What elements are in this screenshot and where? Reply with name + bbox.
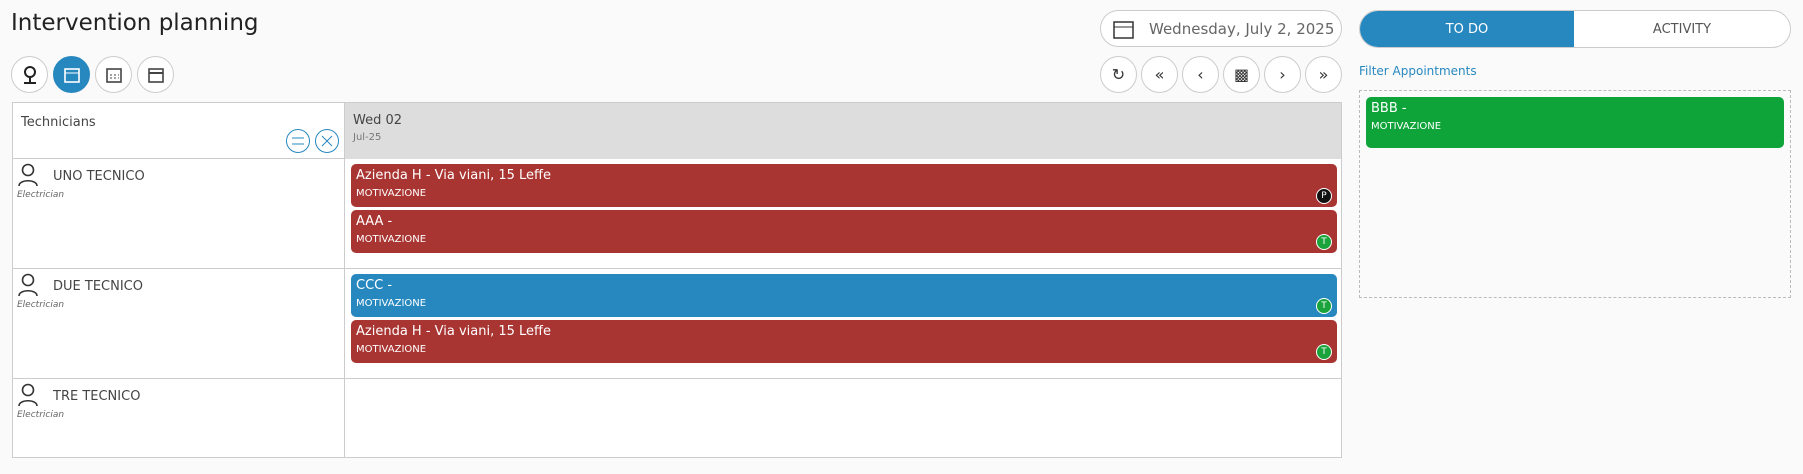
technicians-header: Technicians [13,103,345,159]
appointment-reason: MOTIVAZIONE [356,344,427,355]
tab-bar: TO DO ACTIVITY [1359,10,1791,48]
planning-grid: Technicians Wed 02 Jul-25 UNO TECNICO Elec… [12,102,1342,458]
technician-name: TRE TECNICO [53,389,141,404]
nav-button[interactable]: › [1264,56,1301,93]
todo-list: BBB - MOTIVAZIONE [1359,90,1791,298]
appointment-reason: MOTIVAZIONE [356,188,427,199]
appointment-reason: MOTIVAZIONE [356,298,427,309]
activity-tab[interactable]: ACTIVITY [1652,21,1712,37]
todo-tab[interactable]: TO DO [1360,11,1574,47]
status-badge: T [1316,234,1332,250]
nav-button[interactable]: ↻ [1100,56,1137,93]
todo-title: BBB - [1371,101,1407,116]
date-picker[interactable]: Wednesday, July 2, 2025 [1100,10,1342,47]
date-text: Wednesday, July 2, 2025 [1149,19,1335,38]
appointment-card[interactable]: CCC - MOTIVAZIONE T [351,274,1337,317]
appointment-reason: MOTIVAZIONE [356,234,427,245]
technician-cell: DUE TECNICO Electrician [13,269,345,378]
appointment-card[interactable]: Azienda H - Via viani, 15 Leffe MOTIVAZIO… [351,320,1337,363]
appointment-card[interactable]: AAA - MOTIVAZIONE T [351,210,1337,253]
person-icon [17,163,39,191]
technician-row: DUE TECNICO Electrician CCC - MOTIVAZIONE T A… [13,269,1341,379]
technician-cell: TRE TECNICO Electrician [13,379,345,457]
technician-role: Electrician [17,300,65,310]
todo-card[interactable]: BBB - MOTIVAZIONE [1366,97,1784,148]
day-label: Wed 02 [353,113,403,128]
week-view-button[interactable] [95,56,132,93]
day-view-button[interactable] [53,56,90,93]
day-header: Wed 02 Jul-25 [345,103,1341,159]
technician-name: DUE TECNICO [53,279,143,294]
technician-row: TRE TECNICO Electrician [13,379,1341,457]
filter-button[interactable] [286,129,310,153]
column-label: Technicians [21,115,96,130]
month-view-button[interactable] [137,56,174,93]
appointment-card[interactable]: Azienda H - Via viani, 15 Leffe MOTIVAZIO… [351,164,1337,207]
nav-button[interactable]: ▩ [1223,56,1260,93]
page-title: Intervention planning [11,10,259,36]
appointment-title: AAA - [356,214,393,229]
appointment-title: Azienda H - Via viani, 15 Leffe [356,324,551,339]
appointment-title: Azienda H - Via viani, 15 Leffe [356,168,551,183]
status-badge: P [1316,188,1332,204]
todo-reason: MOTIVAZIONE [1371,121,1442,132]
nav-button[interactable]: » [1305,56,1342,93]
technician-role: Electrician [17,190,65,200]
map-view-button[interactable] [11,56,48,93]
technician-cell: UNO TECNICO Electrician [13,159,345,268]
person-icon [17,273,39,301]
technician-row: UNO TECNICO Electrician Azienda H - Via vi… [13,159,1341,269]
status-badge: T [1316,344,1332,360]
filter-link[interactable]: Filter Appointments [1359,64,1477,78]
expand-button[interactable] [315,129,339,153]
appointment-title: CCC - [356,278,393,293]
nav-button[interactable]: ‹ [1182,56,1219,93]
day-sub: Jul-25 [353,132,382,143]
status-badge: T [1316,298,1332,314]
nav-button[interactable]: « [1141,56,1178,93]
technician-name: UNO TECNICO [53,169,145,184]
person-icon [17,383,39,411]
technician-role: Electrician [17,410,65,420]
